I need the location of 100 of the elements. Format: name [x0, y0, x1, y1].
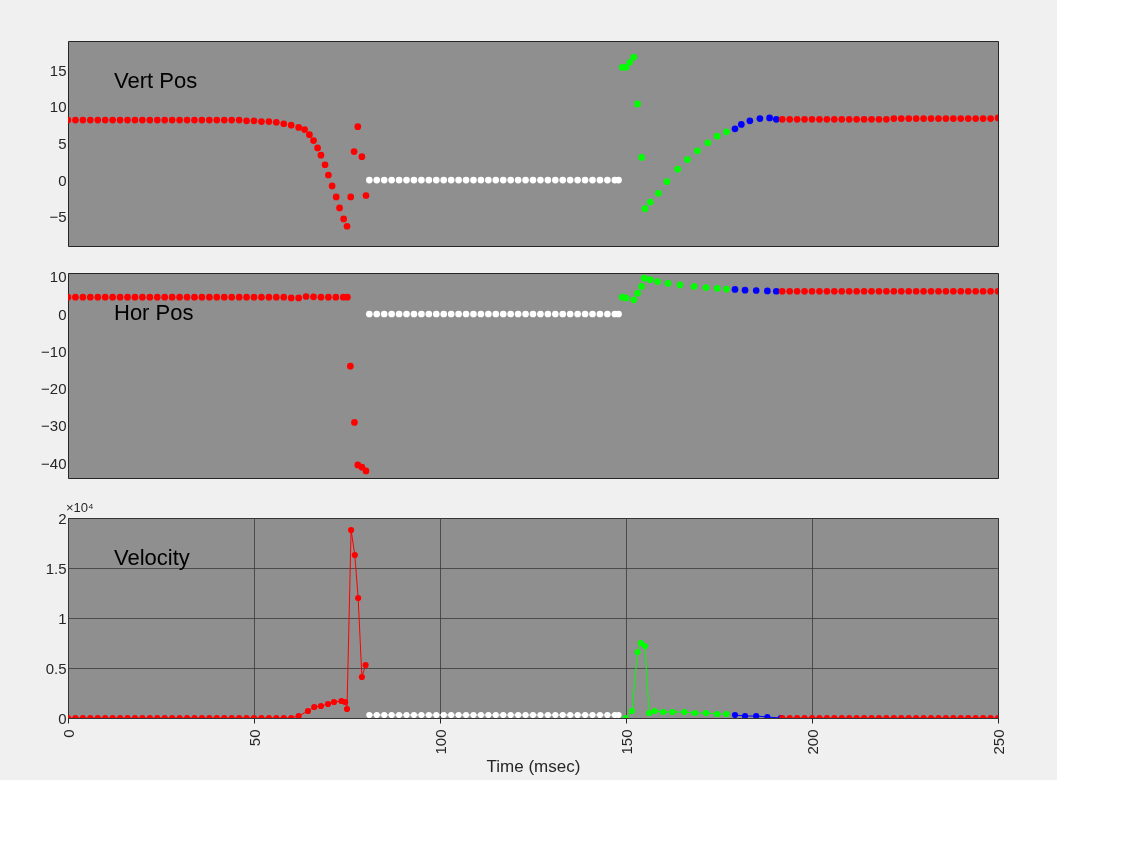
point [957, 287, 965, 295]
point [651, 707, 658, 715]
annotation: Velocity [114, 545, 190, 570]
point [373, 310, 381, 318]
point [330, 698, 338, 706]
point [905, 287, 913, 295]
y-tick-label: 10 [49, 268, 67, 286]
point [213, 116, 221, 124]
point [972, 115, 980, 122]
point [340, 215, 348, 223]
point [395, 176, 403, 184]
point [492, 310, 500, 318]
point [830, 287, 838, 295]
point [654, 278, 661, 285]
point [723, 710, 730, 718]
point [942, 287, 950, 295]
point [507, 711, 514, 718]
point [258, 293, 265, 301]
point [676, 281, 684, 289]
point [596, 176, 604, 184]
point [295, 294, 302, 302]
point [694, 147, 701, 155]
point [646, 198, 654, 206]
y-tick-label: 5 [58, 135, 67, 152]
point [101, 293, 109, 301]
point [381, 711, 388, 718]
point [646, 276, 654, 284]
point [366, 711, 373, 718]
point [615, 711, 622, 718]
y-tick-label: −10 [41, 342, 67, 360]
point [220, 293, 228, 301]
point [883, 287, 890, 295]
point [522, 176, 529, 184]
point [868, 115, 875, 123]
y-tick-label: −30 [41, 417, 67, 435]
point [979, 115, 987, 122]
point [634, 100, 641, 108]
point [860, 115, 868, 123]
x-tick-label: 150 [617, 729, 635, 755]
point [447, 310, 455, 318]
point [731, 286, 739, 293]
point [462, 711, 470, 718]
point [660, 708, 667, 716]
point [957, 115, 965, 122]
point [664, 280, 672, 287]
point [447, 176, 455, 184]
point [793, 287, 801, 295]
point [581, 176, 589, 184]
point [403, 310, 410, 318]
point [265, 293, 273, 301]
point [348, 526, 355, 534]
point [365, 176, 373, 184]
point [311, 703, 318, 711]
point [301, 126, 308, 133]
point [731, 125, 739, 133]
point [72, 116, 79, 124]
point [753, 712, 760, 718]
point [544, 711, 551, 718]
point [529, 176, 537, 184]
point [344, 293, 351, 301]
point [116, 116, 124, 124]
point [731, 711, 739, 718]
point [634, 289, 641, 297]
point [537, 310, 544, 318]
point [860, 287, 868, 295]
point [544, 176, 552, 184]
point [396, 711, 403, 718]
point [630, 296, 638, 304]
point [410, 176, 418, 184]
x-tick-label: 100 [431, 729, 449, 755]
point [403, 711, 410, 718]
point [737, 121, 745, 128]
point [912, 115, 920, 122]
point [161, 116, 169, 124]
point [551, 310, 559, 318]
point [380, 310, 388, 318]
point [302, 293, 310, 300]
point [462, 310, 470, 318]
point [94, 293, 102, 301]
point [589, 176, 596, 184]
point [433, 711, 440, 718]
point [641, 642, 649, 650]
point [373, 711, 380, 718]
y-tick-label: 0.5 [45, 659, 67, 677]
point [432, 310, 440, 318]
point [220, 116, 228, 124]
point [328, 182, 336, 190]
point [808, 115, 816, 123]
point [448, 711, 455, 718]
x-tick-label: 200 [803, 729, 821, 755]
point [176, 293, 183, 301]
point [935, 115, 942, 122]
point [432, 176, 440, 184]
point [663, 178, 671, 185]
point [440, 310, 448, 318]
point [838, 287, 846, 295]
point [559, 176, 567, 184]
point [124, 293, 131, 301]
point [853, 287, 860, 295]
point [304, 707, 312, 715]
